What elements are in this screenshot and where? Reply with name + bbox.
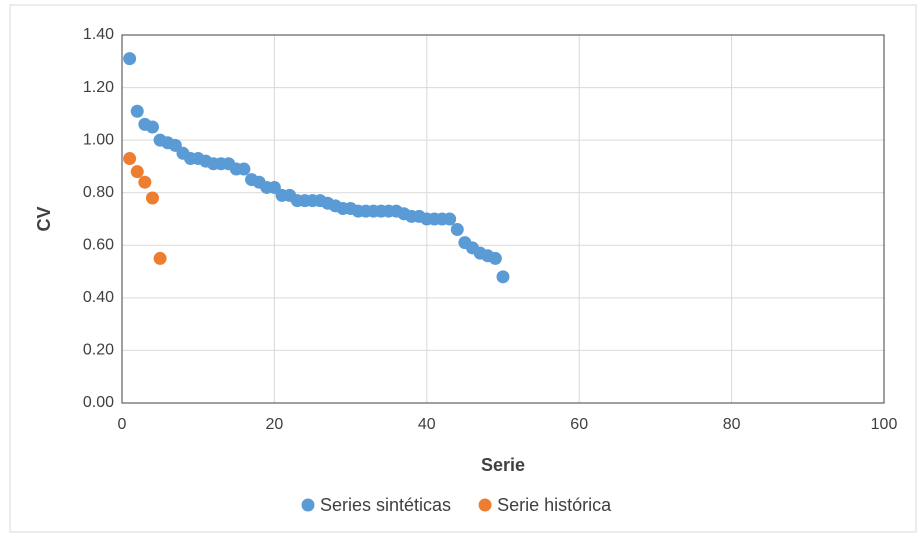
point: [145, 191, 159, 205]
legend-label: Serie histórica: [497, 495, 612, 515]
x-tick-label: 20: [266, 416, 284, 433]
point: [130, 104, 144, 118]
y-tick-label: 0.80: [83, 184, 114, 201]
y-tick-label: 0.00: [83, 394, 114, 411]
point: [237, 162, 251, 176]
y-tick-label: 0.60: [83, 237, 114, 254]
chart-frame: [9, 4, 917, 533]
legend-marker: [301, 498, 315, 512]
x-tick-label: 60: [570, 416, 588, 433]
legend-label: Series sintéticas: [320, 495, 451, 515]
y-tick-label: 0.20: [83, 342, 114, 359]
y-tick-label: 1.40: [83, 26, 114, 43]
plot-border: [121, 34, 885, 404]
point: [450, 223, 464, 237]
point: [138, 175, 152, 189]
legend-marker: [478, 498, 492, 512]
y-tick-label: 1.00: [83, 131, 114, 148]
point: [123, 52, 137, 66]
point: [443, 212, 457, 226]
y-tick-label: 0.40: [83, 289, 114, 306]
point: [130, 165, 144, 179]
x-tick-label: 100: [871, 416, 898, 433]
x-axis-label: Serie: [481, 455, 525, 475]
point: [123, 152, 137, 166]
x-tick-label: 40: [418, 416, 436, 433]
y-tick-label: 1.20: [83, 79, 114, 96]
x-tick-label: 80: [723, 416, 741, 433]
point: [496, 270, 510, 284]
point: [145, 120, 159, 134]
x-tick-label: 0: [118, 416, 127, 433]
point: [488, 251, 502, 265]
y-axis-label: CV: [34, 206, 54, 231]
point: [153, 251, 167, 265]
